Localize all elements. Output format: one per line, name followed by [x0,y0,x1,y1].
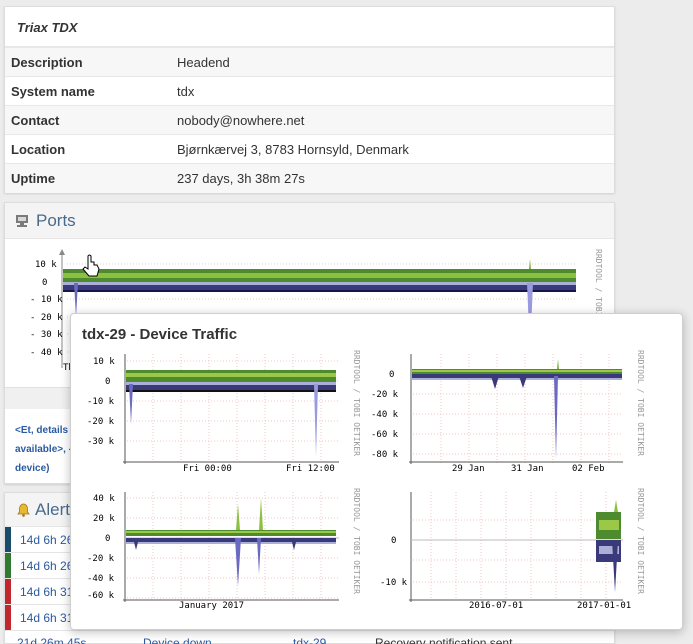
info-value: tdx [171,76,614,106]
info-value: 237 days, 3h 38m 27s [171,163,614,193]
ports-header[interactable]: Ports [5,203,614,239]
graph-ytick: -40 k [371,410,399,420]
device-info-panel: Triax TDX Description Headend System name… [4,6,615,193]
ports-xtick: Th [63,363,74,373]
graph-ytick: -30 k [87,437,115,447]
info-row: System name tdx [5,76,614,106]
graph-watermark: RRDTOOL / TOBI OETIKER [352,488,361,594]
mouse-cursor-icon [82,254,100,277]
graph-xtick: 02 Feb [572,464,605,474]
alert-status-stripe [5,605,11,630]
alert-type[interactable]: Device down [143,636,212,644]
graph-xtick: 2017-01-01 [577,601,631,611]
ports-ytick: 10 k [35,260,57,270]
info-value: nobody@nowhere.net [171,105,614,135]
popup-graphs: 10 k 0 -10 k -20 k -30 k Fri 00:00 Fri 1… [87,350,645,611]
info-label: System name [5,76,171,106]
graph-ytick: 0 [389,370,394,380]
alerts-title: Alert [35,499,70,519]
traffic-graph-month[interactable]: 40 k 20 k 0 -20 k -40 k -60 k January 20… [87,488,361,611]
graph-xtick: Fri 00:00 [183,464,232,474]
device-title: Triax TDX [5,7,614,47]
ports-ytick: - 10 k [30,295,63,305]
graph-ytick: 20 k [93,514,115,524]
alert-status-stripe [5,553,11,578]
graph-xtick: 31 Jan [511,464,544,474]
ports-ytick: - 20 k [30,313,63,323]
device-info-table: Description Headend System name tdx Contac… [5,47,614,193]
ports-ytick: - 40 k [30,348,63,358]
graph-ytick: -60 k [371,430,399,440]
info-line: available>, - [15,444,72,455]
graph-ytick: 0 [105,534,110,544]
graph-xtick: 2016-07-01 [469,601,523,611]
graph-ytick: 10 k [93,357,115,367]
alert-time[interactable]: 14d 6h 26 [20,558,74,573]
info-label: Description [5,47,171,77]
ports-ytick: - 30 k [30,330,63,340]
info-line: <Et, details [15,425,69,436]
popup-title: tdx-29 - Device Traffic [82,326,238,343]
alert-status-stripe [5,527,11,552]
ports-ytick: 0 [42,278,47,288]
graph-watermark: RRDTOOL / TOBI OETIKER [636,350,645,456]
graph-ytick: 0 [391,536,396,546]
graph-ytick: -20 k [87,554,115,564]
graph-watermark: RRDTOOL / TOBI OETIKER [636,488,645,594]
info-line: device) [15,463,50,474]
graph-ytick: -10 k [87,397,115,407]
traffic-graph-week[interactable]: 0 -20 k -40 k -60 k -80 k 29 Jan 31 Jan … [371,350,645,474]
graph-ytick: -40 k [87,574,115,584]
graph-ytick: -20 k [371,390,399,400]
alert-message: Recovery notification sent [375,636,513,644]
info-row: Location Bjørnkærvej 3, 8783 Hornsyld, De… [5,134,614,164]
graph-ytick: 0 [105,377,110,387]
traffic-graph-year[interactable]: 0 -10 k 2016-07-01 2017-01-01 RRDTOOL / … [380,488,645,611]
ports-graph-footer [5,387,85,409]
alert-time[interactable]: 21d 26m 45s [17,636,87,644]
graph-watermark: RRDTOOL / TOBI OETIKER [352,350,361,456]
graph-xtick: Fri 12:00 [286,464,335,474]
traffic-graph-day[interactable]: 10 k 0 -10 k -20 k -30 k Fri 00:00 Fri 1… [87,350,361,474]
info-row: Description Headend [5,47,614,77]
graph-ytick: -60 k [87,591,115,601]
alert-row[interactable]: 14d 6h 31 [5,605,614,631]
graph-ytick: -20 k [87,417,115,427]
graph-xtick: January 2017 [179,601,244,611]
info-label: Location [5,134,171,164]
graph-ytick: -80 k [371,450,399,460]
alert-time[interactable]: 14d 6h 26 [20,532,74,547]
alert-device[interactable]: tdx-29 [293,636,327,644]
info-value: Bjørnkærvej 3, 8783 Hornsyld, Denmark [171,134,614,164]
info-row: Contact nobody@nowhere.net [5,105,614,135]
info-label: Contact [5,105,171,135]
bell-icon [17,503,30,517]
graph-ytick: 40 k [93,494,115,504]
alert-status-stripe [5,579,11,604]
alert-time[interactable]: 14d 6h 31 [20,584,74,599]
network-port-icon [16,215,28,227]
graph-ytick: -10 k [380,578,408,588]
alert-row[interactable]: 21d 26m 45s Device down tdx-29 Recovery … [5,632,614,644]
info-value: Headend [171,47,614,77]
ports-info-text: <Et, details available>, - device) [15,421,73,478]
alert-time[interactable]: 14d 6h 31 [20,610,74,625]
device-traffic-popup: tdx-29 - Device Traffic 10 k 0 -10 k -20… [70,313,683,630]
info-label: Uptime [5,163,171,193]
info-row: Uptime 237 days, 3h 38m 27s [5,163,614,193]
ports-watermark: RRDTOOL / TOBI [594,249,603,317]
graph-xtick: 29 Jan [452,464,485,474]
ports-title: Ports [36,210,76,230]
